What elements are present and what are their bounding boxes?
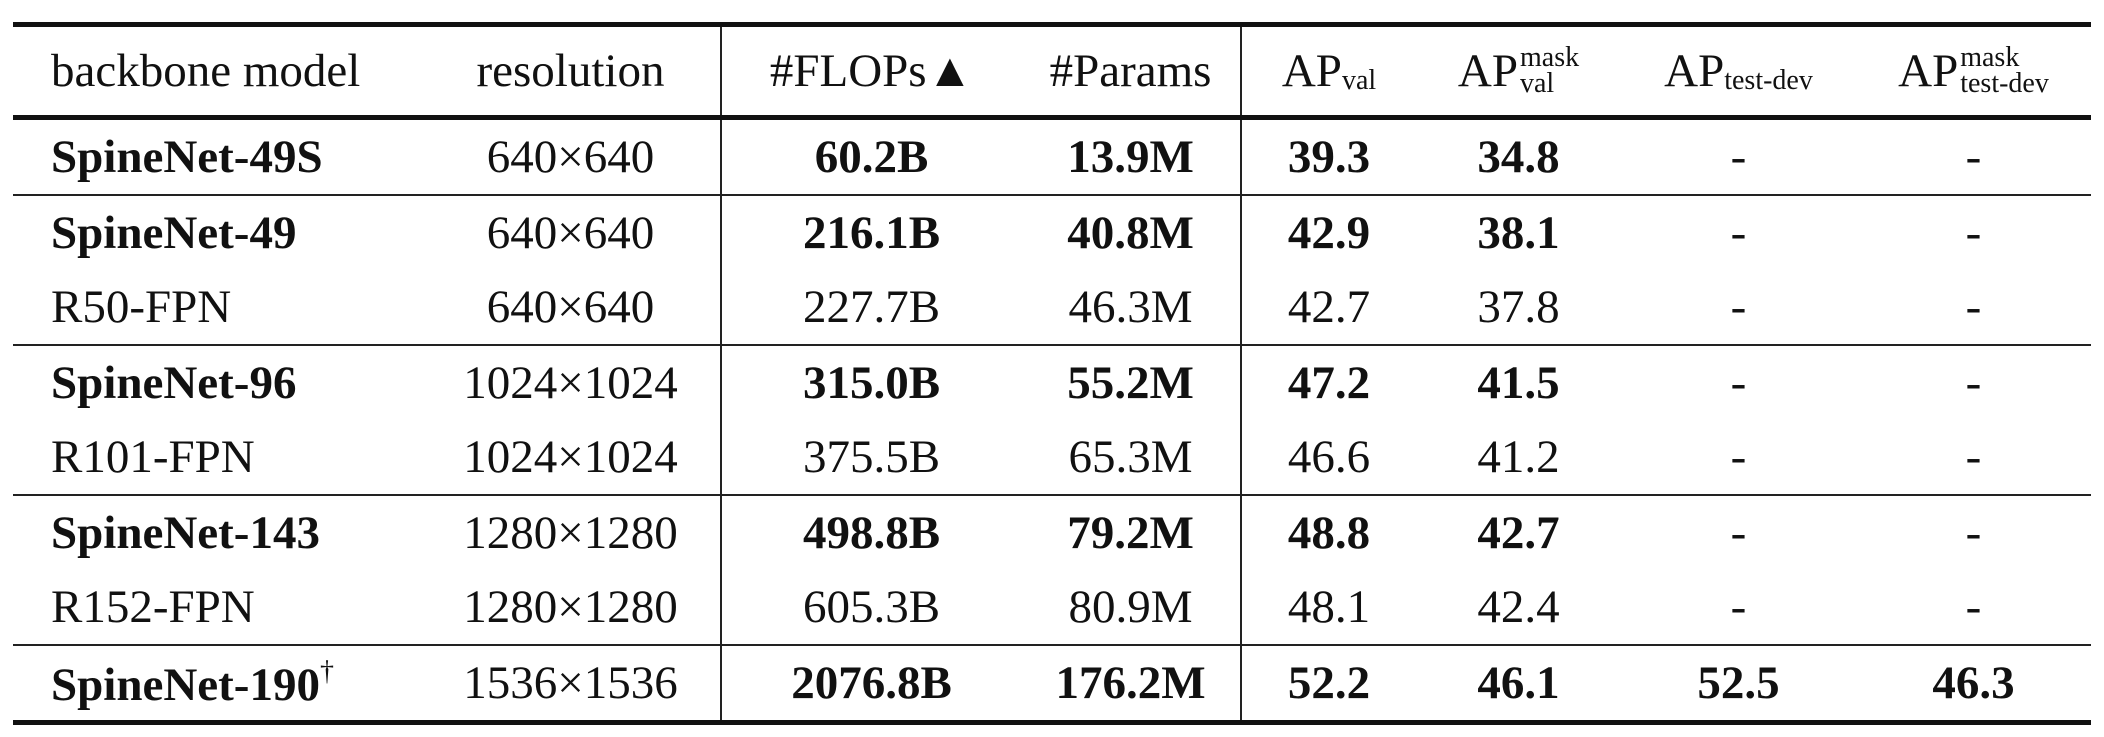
cell-ap-mask-val: 41.5 [1416,344,1621,420]
cell-resolution: 1024×1024 [463,430,678,483]
cell-resolution: 640×640 [486,280,655,333]
header-ap-val-sub: val [1341,65,1377,96]
header-flops: #FLOPs▲ [720,24,1021,118]
cell-params: 55.2M [1021,344,1241,420]
cell-flops: 216.1B [720,194,1021,270]
cell-ap-mask-val: 46.1 [1416,644,1621,725]
table-row: SpineNet-49S 640×640 60.2B 13.9M 39.3 34… [13,117,2091,195]
cell-ap-val: 39.3 [1240,117,1416,195]
cell-ap-val: 46.6 [1240,420,1416,495]
cell-model: SpineNet-190† [13,644,421,725]
header-resolution: resolution [476,44,665,97]
cell-flops: 605.3B [720,570,1021,645]
header-backbone-model: backbone model [51,44,361,97]
cell-ap-mask-testdev: - [1856,194,2091,270]
cell-ap-mask-testdev: 46.3 [1856,644,2091,725]
table-row: R152-FPN 1280×1280 605.3B 80.9M 48.1 42.… [13,570,2091,645]
cell-ap-testdev: - [1621,194,1856,270]
cell-flops: 227.7B [720,270,1021,345]
header-ap-testdev: AP test-dev [1621,25,1856,118]
cell-ap-val: 42.9 [1240,194,1416,270]
cell-params: 79.2M [1021,494,1241,570]
header-ap-mask-val-main: AP [1457,44,1518,97]
cell-ap-testdev: 52.5 [1621,644,1856,725]
cell-ap-mask-testdev: - [1965,280,1982,333]
cell-model: R101-FPN [51,430,255,483]
cell-ap-mask-testdev: - [1965,430,1982,483]
cell-ap-testdev: - [1621,344,1856,420]
header-ap-mask-val-sup: mask [1519,42,1580,74]
results-table-container: backbone model resolution #FLOPs▲ #Param… [13,22,2091,725]
cell-ap-mask-val: 41.2 [1477,430,1560,483]
header-ap-mask-testdev-sup: mask [1960,42,2020,74]
cell-model-name: SpineNet-190 [51,658,320,711]
cell-flops: 498.8B [720,494,1021,570]
cell-ap-mask-val: 37.8 [1477,280,1560,333]
cell-model: R50-FPN [51,280,232,333]
cell-resolution: 1280×1280 [463,580,678,633]
header-ap-val-main: AP [1281,44,1342,97]
cell-ap-val: 52.2 [1240,644,1416,725]
cell-resolution: 1536×1536 [421,644,721,725]
cell-ap-mask-testdev: - [1965,130,1982,183]
cell-ap-mask-val: 42.7 [1416,494,1621,570]
cell-resolution: 1280×1280 [421,494,721,570]
cell-ap-testdev: - [1730,130,1747,183]
header-params: #Params [1049,44,1212,97]
header-ap-mask-val: AP mask val [1416,25,1621,118]
cell-params: 13.9M [1067,130,1194,183]
table-row: SpineNet-96 1024×1024 315.0B 55.2M 47.2 … [13,344,2091,420]
header-ap-testdev-main: AP [1664,44,1725,97]
dagger-mark: † [319,655,334,687]
cell-resolution: 640×640 [421,194,721,270]
table-header-row: backbone model resolution #FLOPs▲ #Param… [13,24,2091,118]
cell-params: 65.3M [1068,430,1193,483]
cell-ap-mask-val: 42.4 [1477,580,1560,633]
cell-ap-mask-testdev: - [1856,494,2091,570]
cell-ap-testdev: - [1730,430,1747,483]
cell-params: 80.9M [1068,580,1193,633]
results-table: backbone model resolution #FLOPs▲ #Param… [13,22,2091,725]
cell-ap-val: 42.7 [1240,270,1416,345]
header-ap-mask-val-sub: val [1519,68,1555,99]
cell-params: 40.8M [1021,194,1241,270]
cell-model: SpineNet-96 [13,344,421,420]
cell-resolution: 640×640 [486,130,655,183]
cell-params: 176.2M [1021,644,1241,725]
cell-params: 46.3M [1068,280,1193,333]
table-row: R50-FPN 640×640 227.7B 46.3M 42.7 37.8 -… [13,270,2091,345]
cell-resolution: 1024×1024 [421,344,721,420]
header-ap-mask-testdev-sub: test-dev [1960,68,2049,99]
cell-flops: 315.0B [720,344,1021,420]
table-row: SpineNet-143 1280×1280 498.8B 79.2M 48.8… [13,494,2091,570]
table-row: SpineNet-49 640×640 216.1B 40.8M 42.9 38… [13,194,2091,270]
cell-ap-val: 48.1 [1240,570,1416,645]
cell-ap-testdev: - [1730,280,1747,333]
cell-flops: 375.5B [720,420,1021,495]
cell-flops: 2076.8B [720,644,1021,725]
cell-flops: 60.2B [720,117,1021,195]
cell-ap-testdev: - [1621,494,1856,570]
table-row: SpineNet-190† 1536×1536 2076.8B 176.2M 5… [13,644,2091,725]
cell-model: SpineNet-143 [13,494,421,570]
cell-ap-mask-val: 34.8 [1477,130,1560,183]
header-ap-mask-testdev-main: AP [1898,44,1959,97]
cell-model: SpineNet-49 [13,194,421,270]
table-row: R101-FPN 1024×1024 375.5B 65.3M 46.6 41.… [13,420,2091,495]
cell-ap-val: 48.8 [1240,494,1416,570]
cell-ap-mask-testdev: - [1965,580,1982,633]
cell-ap-mask-testdev: - [1856,344,2091,420]
header-ap-mask-testdev: AP mask test-dev [1856,25,2091,118]
cell-ap-testdev: - [1730,580,1747,633]
header-ap-testdev-sub: test-dev [1724,65,1813,96]
header-ap-val: AP val [1240,24,1416,118]
cell-model: SpineNet-49S [51,130,323,183]
cell-ap-mask-val: 38.1 [1416,194,1621,270]
cell-model: R152-FPN [51,580,255,633]
cell-ap-val: 47.2 [1240,344,1416,420]
